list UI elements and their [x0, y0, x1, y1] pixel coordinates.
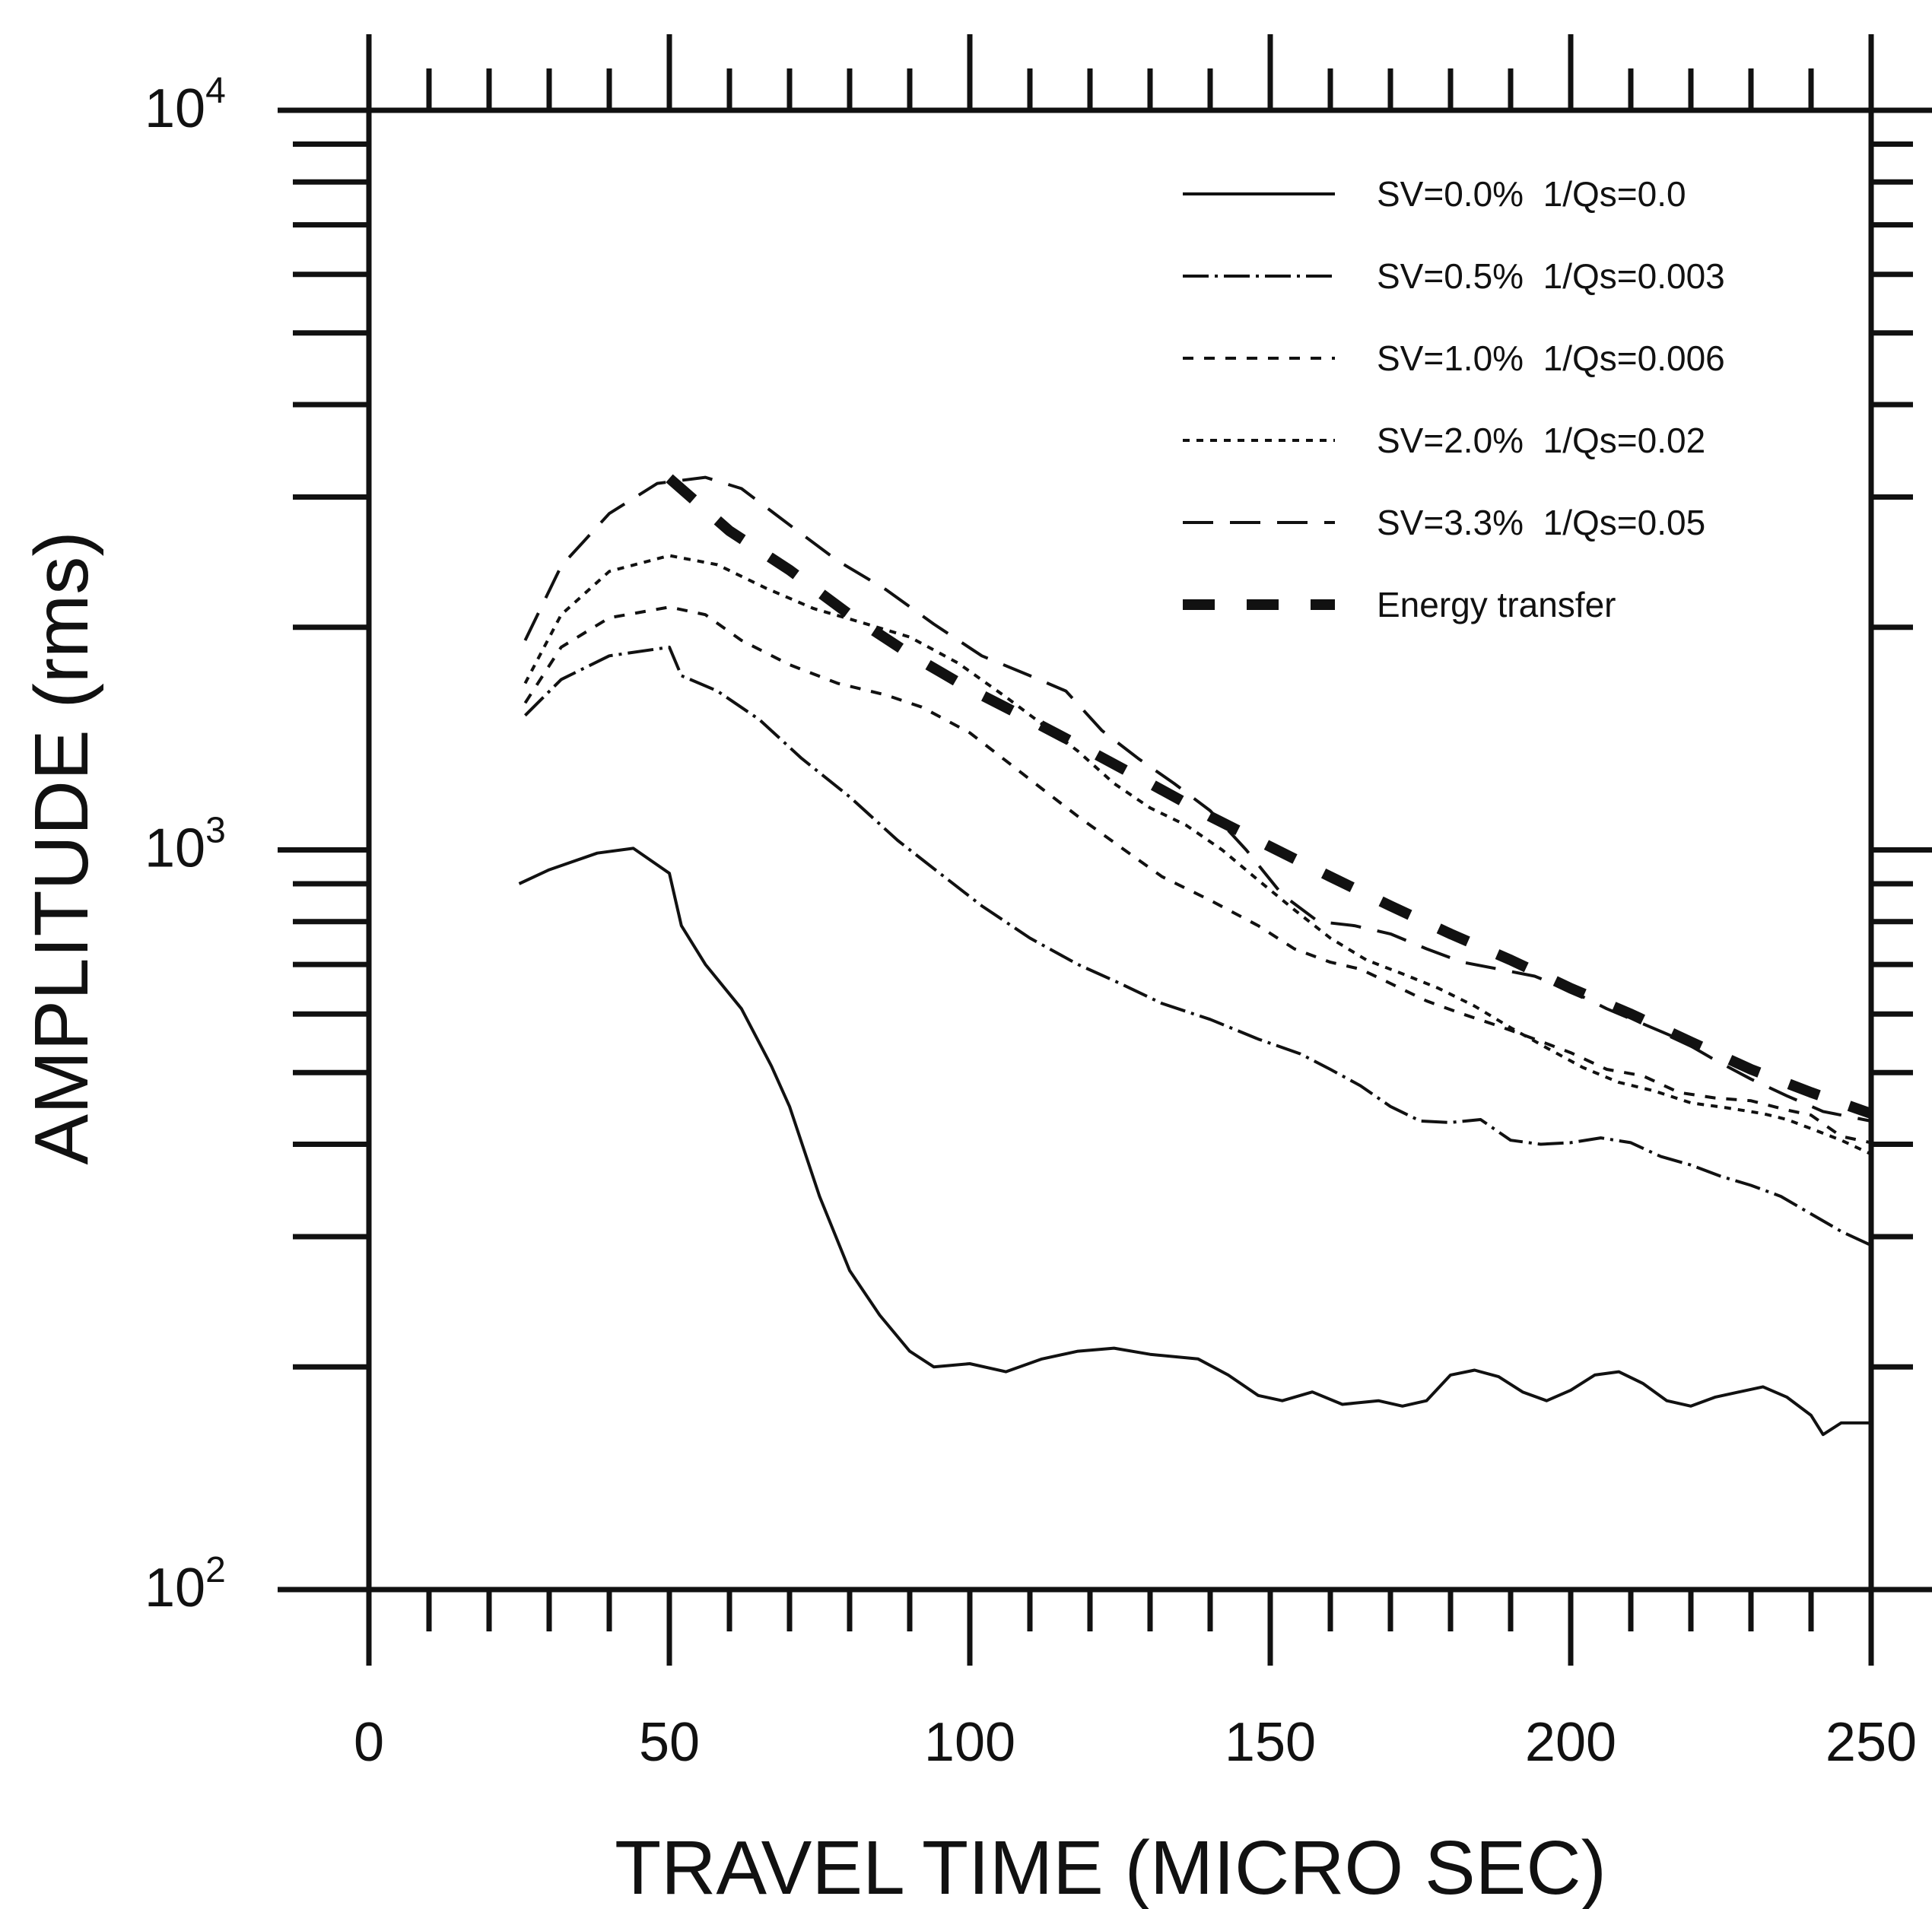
plot-frame	[366, 107, 1874, 1593]
x-tick-label: 100	[924, 1712, 1015, 1773]
series-line-6	[666, 474, 1873, 1119]
x-tick-label: 150	[1225, 1712, 1316, 1773]
y-tick-labels: 102 103 104	[145, 71, 226, 1618]
x-tick-label: 0	[354, 1712, 384, 1773]
x-tick-label: 250	[1826, 1712, 1917, 1773]
x-axis-label: TRAVEL TIME (MICRO SEC)	[615, 1825, 1606, 1909]
legend-label: SV=3.3% 1/Qs=0.05	[1377, 503, 1705, 542]
series-line-4	[523, 554, 1872, 1156]
legend-label: Energy transfer	[1377, 585, 1616, 624]
y-tick-label: 102	[145, 1550, 226, 1618]
legend-label: SV=1.0% 1/Qs=0.006	[1377, 338, 1725, 378]
legend-label: SV=0.0% 1/Qs=0.0	[1377, 174, 1686, 214]
series-line-3	[523, 605, 1872, 1145]
legend-label: SV=0.5% 1/Qs=0.003	[1377, 256, 1725, 296]
series-line-1	[518, 847, 1871, 1437]
y-minor-ticks	[278, 107, 1932, 1593]
x-tick-label: 50	[639, 1712, 700, 1773]
legend: SV=0.0% 1/Qs=0.0 SV=0.5% 1/Qs=0.003 SV=1.0…	[1183, 174, 1725, 624]
x-tick-labels: 0 50 100 150 200 250	[354, 1712, 1917, 1773]
y-axis-label: AMPLITUDE (rms)	[19, 531, 104, 1164]
series-line-5	[523, 475, 1872, 1123]
y-tick-label: 104	[145, 71, 226, 139]
x-minor-ticks	[366, 34, 1874, 1666]
series-line-2	[523, 645, 1872, 1247]
data-lines	[518, 474, 1873, 1437]
x-tick-label: 200	[1525, 1712, 1616, 1773]
y-tick-label: 103	[145, 811, 226, 879]
legend-label: SV=2.0% 1/Qs=0.02	[1377, 421, 1705, 460]
